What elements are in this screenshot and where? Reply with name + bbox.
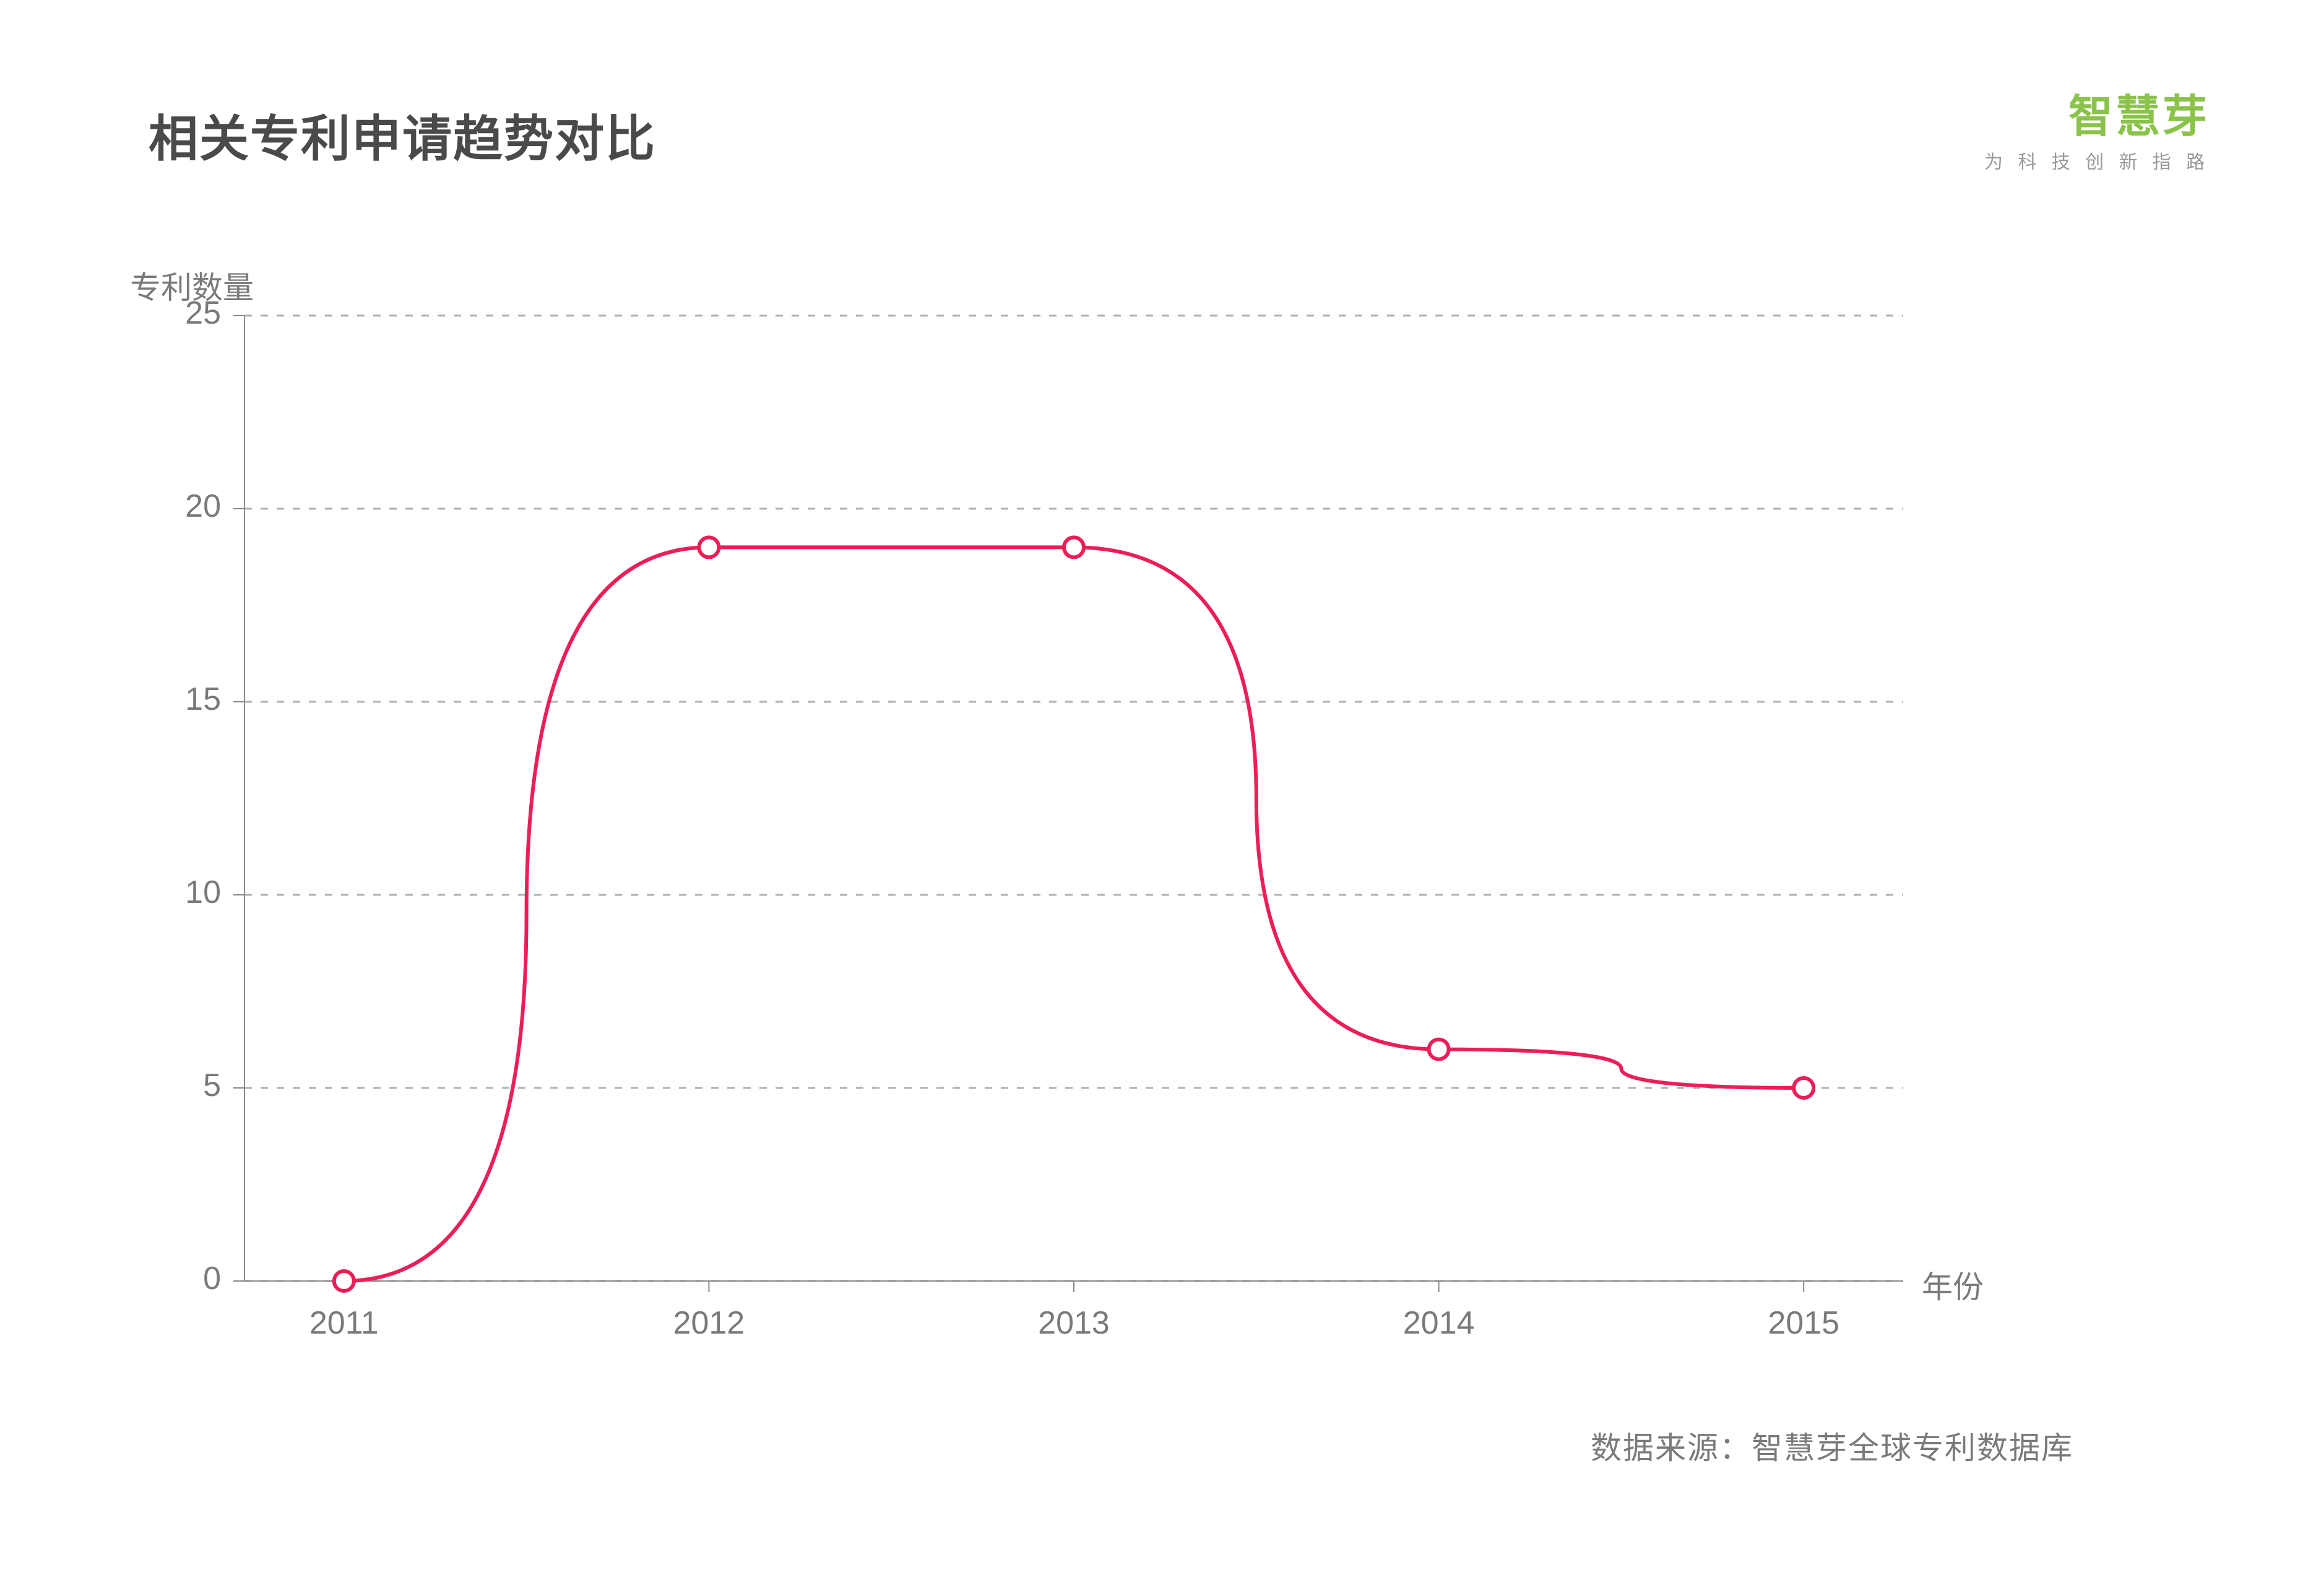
y-tick: 5 (203, 1067, 221, 1104)
x-tick: 2013 (1024, 1305, 1123, 1342)
x-tick: 2015 (1754, 1305, 1853, 1342)
line-chart (0, 0, 2321, 1596)
x-tick: 2012 (659, 1305, 758, 1342)
y-tick: 25 (185, 295, 221, 332)
x-tick: 2014 (1390, 1305, 1489, 1342)
y-tick: 0 (203, 1260, 221, 1297)
page: 相关专利申请趋势对比 智慧芽 为 科 技 创 新 指 路 专利数量 051015… (0, 0, 2321, 1596)
x-tick: 2011 (295, 1305, 394, 1342)
x-axis-label: 年份 (1922, 1262, 1984, 1307)
y-tick: 10 (185, 874, 221, 911)
y-tick: 20 (185, 488, 221, 525)
data-source-note: 数据来源：智慧芽全球专利数据库 (1591, 1423, 2073, 1468)
y-tick: 15 (185, 681, 221, 718)
